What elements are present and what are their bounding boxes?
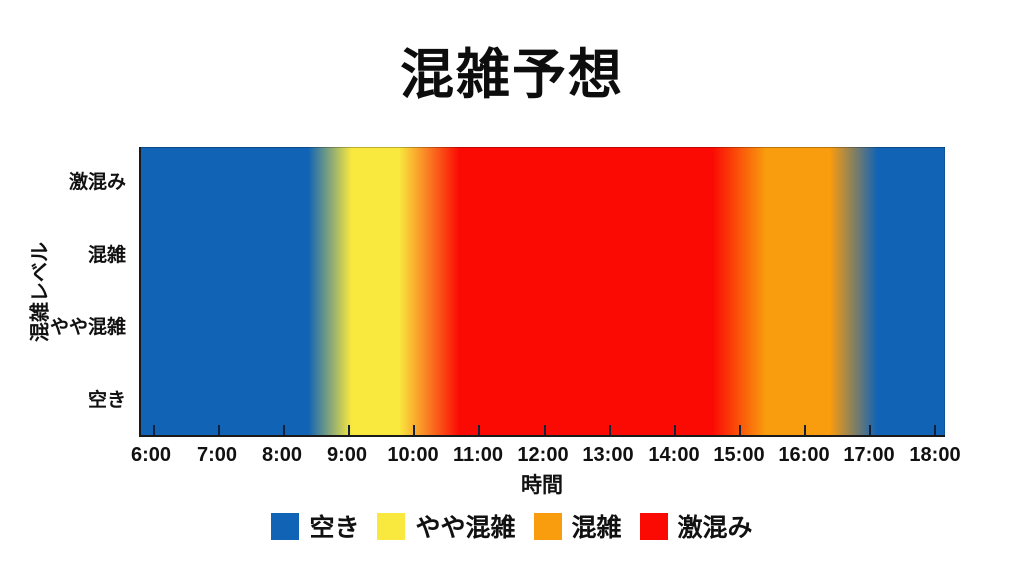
legend-swatch-yellow: [377, 512, 406, 540]
y-tick-label: 空き: [87, 390, 126, 411]
y-tick-label: 混雑: [87, 245, 126, 266]
x-tick-label: 10:00: [387, 444, 439, 466]
x-tick-mark: [218, 425, 221, 435]
x-tick-mark: [478, 425, 481, 435]
legend-item-crowded: 混雑: [533, 508, 622, 544]
y-tick-label: 激混み: [68, 172, 126, 193]
legend-swatch-orange: [533, 512, 562, 540]
legend: 空き やや混雑 混雑 激混み: [0, 508, 1024, 544]
legend-label: やや混雑: [415, 514, 516, 542]
legend-swatch-blue: [271, 512, 300, 540]
x-tick-mark: [283, 425, 286, 435]
x-tick-label: 6:00: [130, 444, 172, 466]
x-tick-mark: [673, 425, 676, 435]
x-axis-title: 時間: [521, 474, 563, 497]
legend-item-very-crowded: 激混み: [639, 508, 753, 544]
x-tick-label: 14:00: [648, 444, 700, 466]
x-tick-mark: [738, 425, 741, 435]
legend-swatch-red: [639, 512, 668, 540]
y-tick-label: やや混雑: [49, 317, 126, 338]
x-tick-mark: [413, 425, 416, 435]
x-tick-mark: [934, 425, 937, 435]
x-tick-label: 18:00: [909, 444, 961, 466]
x-tick-mark: [608, 425, 611, 435]
x-tick-label: 8:00: [261, 444, 303, 466]
x-tick-label: 15:00: [713, 444, 765, 466]
x-tick-label: 12:00: [517, 444, 569, 466]
x-tick-mark: [543, 425, 546, 435]
congestion-band: [139, 147, 945, 437]
legend-label: 空き: [309, 514, 360, 542]
x-tick-label: 13:00: [582, 444, 634, 466]
x-tick-mark: [348, 425, 351, 435]
x-tick-mark: [803, 425, 806, 435]
x-tick-label: 11:00: [452, 444, 504, 466]
legend-label: 混雑: [571, 514, 622, 542]
legend-label: 激混み: [677, 514, 753, 542]
x-tick-mark: [152, 425, 155, 435]
x-tick-label: 7:00: [196, 444, 238, 466]
legend-item-slightly-crowded: やや混雑: [377, 508, 516, 544]
chart-title: 混雑予想: [400, 45, 624, 105]
x-tick-label: 9:00: [326, 444, 368, 466]
x-tick-label: 16:00: [778, 444, 830, 466]
legend-item-empty: 空き: [271, 508, 359, 544]
x-tick-mark: [868, 425, 871, 435]
x-tick-label: 17:00: [843, 444, 895, 466]
